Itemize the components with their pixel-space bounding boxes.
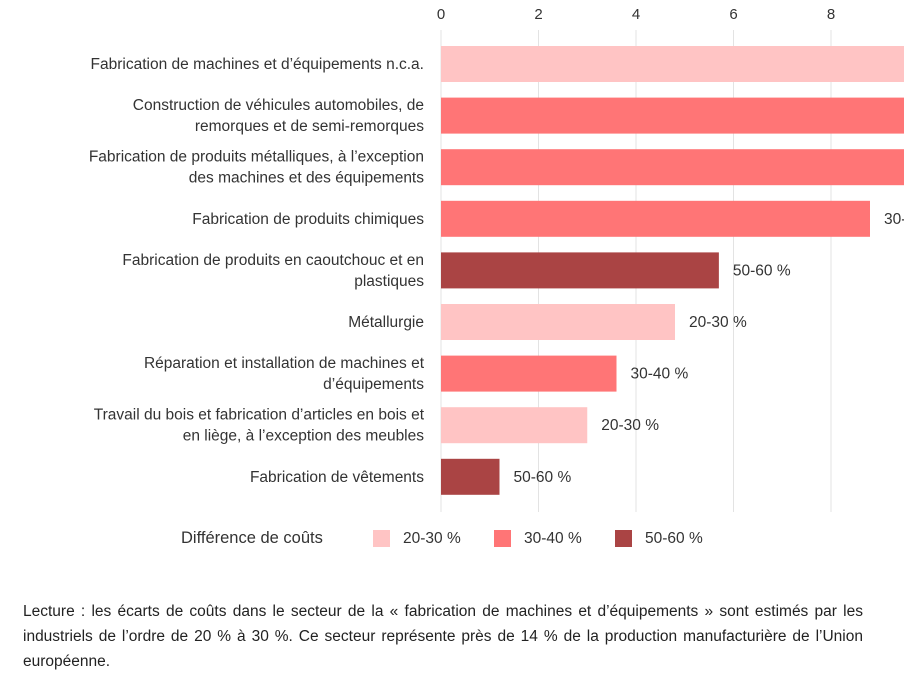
- category-label-line: Réparation et installation de machines e…: [144, 355, 425, 372]
- value-label: 20-30 %: [689, 314, 747, 331]
- bar: [441, 200, 870, 237]
- category-label-line: Fabrication de vêtements: [250, 469, 424, 486]
- bar: [441, 407, 588, 444]
- legend-swatch: [615, 530, 632, 547]
- x-tick-label: 6: [729, 6, 737, 23]
- value-label: 50-60 %: [514, 469, 572, 486]
- category-label-line: plastiques: [354, 273, 424, 290]
- category-label-line: d’équipements: [323, 376, 424, 393]
- bar: [441, 458, 500, 495]
- reading-note: Lecture : les écarts de coûts dans le se…: [23, 602, 863, 670]
- x-tick-label: 8: [827, 6, 835, 23]
- category-label: Fabrication de machines et d’équipements…: [91, 56, 424, 73]
- bar: [441, 252, 719, 289]
- bar: [441, 304, 675, 340]
- bar: [441, 97, 904, 134]
- legend-label: 50-60 %: [645, 530, 703, 547]
- bar-chart: 0246810121416Fabrication de machines et …: [89, 6, 904, 547]
- category-label: Fabrication de produits en caoutchouc et…: [122, 252, 424, 290]
- bar: [441, 149, 904, 186]
- category-label-line: en liège, à l’exception des meubles: [183, 428, 425, 445]
- x-tick-label: 4: [632, 6, 640, 23]
- value-label: 30-40 %: [631, 366, 689, 383]
- category-label: Réparation et installation de machines e…: [144, 355, 425, 393]
- category-label-line: Travail du bois et fabrication d’article…: [94, 407, 425, 424]
- x-tick-label: 0: [437, 6, 445, 23]
- bar: [441, 355, 617, 392]
- category-label: Fabrication de vêtements: [250, 469, 424, 486]
- category-label: Fabrication de produits chimiques: [192, 211, 424, 228]
- category-label-line: Métallurgie: [348, 314, 424, 331]
- category-label-line: des machines et des équipements: [189, 170, 424, 187]
- category-label-line: Fabrication de machines et d’équipements…: [91, 56, 424, 73]
- category-label-line: Construction de véhicules automobiles, d…: [133, 97, 424, 114]
- category-label: Métallurgie: [348, 314, 424, 331]
- category-label-line: remorques et de semi-remorques: [195, 118, 424, 135]
- value-label: 50-60 %: [733, 262, 791, 279]
- category-label-line: Fabrication de produits métalliques, à l…: [89, 149, 424, 166]
- category-label: Travail du bois et fabrication d’article…: [94, 407, 425, 445]
- legend-label: 20-30 %: [403, 530, 461, 547]
- bar: [441, 46, 904, 82]
- category-label-line: Fabrication de produits chimiques: [192, 211, 424, 228]
- legend-swatch: [373, 530, 390, 547]
- legend-title: Différence de coûts: [181, 529, 323, 547]
- category-label: Fabrication de produits métalliques, à l…: [89, 149, 424, 187]
- category-label: Construction de véhicules automobiles, d…: [133, 97, 424, 135]
- category-label-line: Fabrication de produits en caoutchouc et…: [122, 252, 424, 269]
- legend-label: 30-40 %: [524, 530, 582, 547]
- value-label: 20-30 %: [601, 417, 659, 434]
- x-tick-label: 2: [534, 6, 542, 23]
- value-label: 30-40 %: [884, 211, 904, 228]
- legend-swatch: [494, 530, 511, 547]
